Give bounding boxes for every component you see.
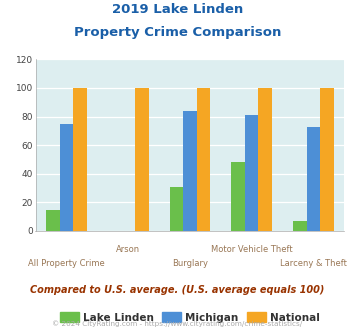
Bar [307, 127, 320, 231]
Bar [73, 88, 87, 231]
Bar [258, 88, 272, 231]
Text: Arson: Arson [116, 245, 140, 254]
Text: All Property Crime: All Property Crime [28, 259, 105, 268]
Bar [170, 187, 183, 231]
Text: Burglary: Burglary [172, 259, 208, 268]
Bar [293, 221, 307, 231]
Text: Compared to U.S. average. (U.S. average equals 100): Compared to U.S. average. (U.S. average … [30, 285, 325, 295]
Text: Property Crime Comparison: Property Crime Comparison [74, 26, 281, 39]
Text: 2019 Lake Linden: 2019 Lake Linden [112, 3, 243, 16]
Legend: Lake Linden, Michigan, National: Lake Linden, Michigan, National [56, 308, 324, 327]
Bar [183, 111, 197, 231]
Bar [135, 88, 148, 231]
Text: Motor Vehicle Theft: Motor Vehicle Theft [211, 245, 293, 254]
Text: Larceny & Theft: Larceny & Theft [280, 259, 347, 268]
Bar [320, 88, 334, 231]
Bar [245, 115, 258, 231]
Bar [60, 124, 73, 231]
Text: © 2024 CityRating.com - https://www.cityrating.com/crime-statistics/: © 2024 CityRating.com - https://www.city… [53, 320, 302, 327]
Bar [231, 162, 245, 231]
Bar [46, 210, 60, 231]
Bar [197, 88, 210, 231]
